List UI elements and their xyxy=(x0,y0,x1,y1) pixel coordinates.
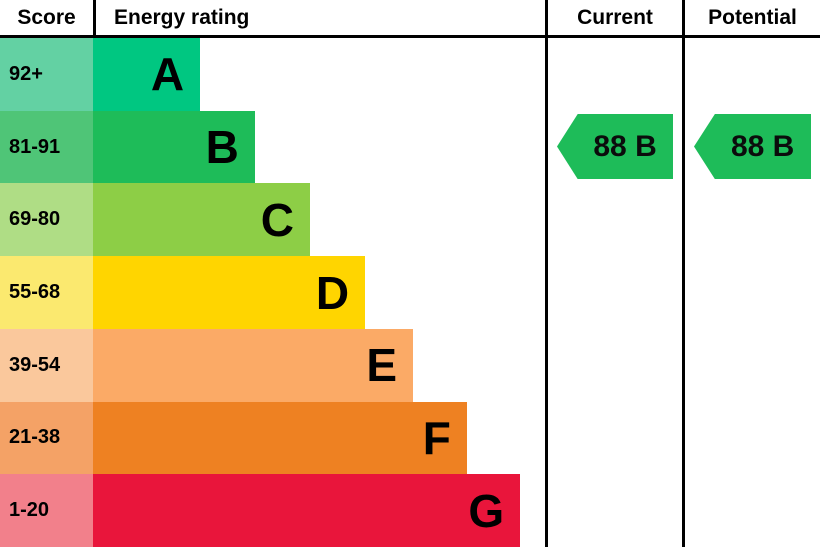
chart-body: 92+ A 81-91 B 69-80 C 55-68 D 39-54 E 21-38 F 1-20 G … xyxy=(0,38,820,547)
band-row-c: 69-80 C xyxy=(0,183,545,257)
rating-bar-b: B xyxy=(93,110,255,184)
band-row-f: 21-38 F xyxy=(0,401,545,475)
table-header: Score Energy rating Current Potential xyxy=(0,0,820,38)
rating-bands: 92+ A 81-91 B 69-80 C 55-68 D 39-54 E 21-38 F 1-20 G xyxy=(0,38,545,547)
band-letter-b: B xyxy=(205,121,239,174)
band-row-e: 39-54 E xyxy=(0,328,545,402)
header-score: Score xyxy=(17,5,76,29)
header-energy-rating: Energy rating xyxy=(93,0,545,35)
score-range-c: 69-80 xyxy=(0,183,93,257)
band-row-d: 55-68 D xyxy=(0,256,545,329)
current-rating-arrow: 88 B xyxy=(557,113,673,180)
band-row-g: 1-20 G xyxy=(0,474,545,547)
score-range-f: 21-38 xyxy=(0,401,93,475)
rating-bar-c: C xyxy=(93,183,310,257)
potential-rating-arrow: 88 B xyxy=(694,113,811,180)
header-potential: Potential xyxy=(682,0,820,35)
score-range-g: 1-20 xyxy=(0,474,93,547)
rating-bar-a: A xyxy=(93,38,201,111)
rating-bar-g: G xyxy=(93,474,521,547)
current-column: 88 B xyxy=(545,38,682,547)
score-range-e: 39-54 xyxy=(0,328,93,402)
header-current: Current xyxy=(545,0,682,35)
score-range-d: 55-68 xyxy=(0,256,93,329)
band-row-b: 81-91 B xyxy=(0,110,545,184)
band-letter-a: A xyxy=(150,48,185,101)
band-row-a: 92+ A xyxy=(0,38,545,111)
band-letter-e: E xyxy=(366,339,398,392)
band-letter-g: G xyxy=(468,484,505,537)
potential-column: 88 B xyxy=(682,38,820,547)
rating-bar-d: D xyxy=(93,256,366,329)
band-letter-f: F xyxy=(422,411,451,464)
rating-bar-e: E xyxy=(93,328,414,402)
band-letter-c: C xyxy=(260,193,294,246)
score-range-b: 81-91 xyxy=(0,110,93,184)
rating-bar-f: F xyxy=(93,401,467,475)
band-letter-d: D xyxy=(315,266,350,319)
score-range-a: 92+ xyxy=(0,38,93,111)
